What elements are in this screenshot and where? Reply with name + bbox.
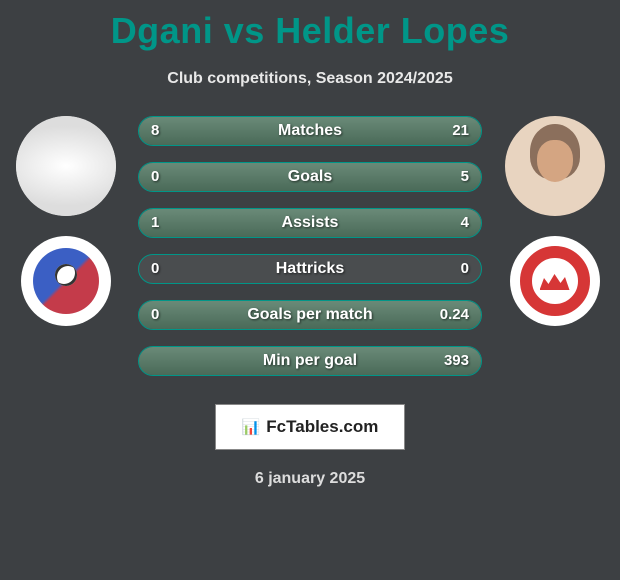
date-label: 6 january 2025	[0, 470, 620, 488]
player1-photo	[16, 116, 116, 216]
stat-label: Hattricks	[139, 255, 481, 283]
player1-club-logo	[21, 236, 111, 326]
stat-label: Goals per match	[139, 301, 481, 329]
chart-icon: 📊	[242, 420, 261, 435]
left-player-column	[8, 116, 123, 326]
stat-row: 14Assists	[138, 208, 482, 238]
subtitle: Club competitions, Season 2024/2025	[0, 70, 620, 88]
stat-bars: 821Matches 05Goals 14Assists 00Hattricks 00.…	[138, 116, 482, 392]
source-badge[interactable]: 📊 FcTables.com	[215, 404, 405, 450]
stat-row: 821Matches	[138, 116, 482, 146]
badge-text: FcTables.com	[266, 417, 378, 437]
right-player-column	[497, 116, 612, 326]
player2-club-logo	[510, 236, 600, 326]
stat-label: Min per goal	[139, 347, 481, 375]
stat-row: 393Min per goal	[138, 346, 482, 376]
stat-row: 05Goals	[138, 162, 482, 192]
comparison-panel: 821Matches 05Goals 14Assists 00Hattricks 00.…	[0, 116, 620, 396]
stat-label: Goals	[139, 163, 481, 191]
player2-photo	[505, 116, 605, 216]
stat-label: Assists	[139, 209, 481, 237]
stat-row: 00Hattricks	[138, 254, 482, 284]
page-title: Dgani vs Helder Lopes	[0, 0, 620, 52]
stat-label: Matches	[139, 117, 481, 145]
stat-row: 00.24Goals per match	[138, 300, 482, 330]
